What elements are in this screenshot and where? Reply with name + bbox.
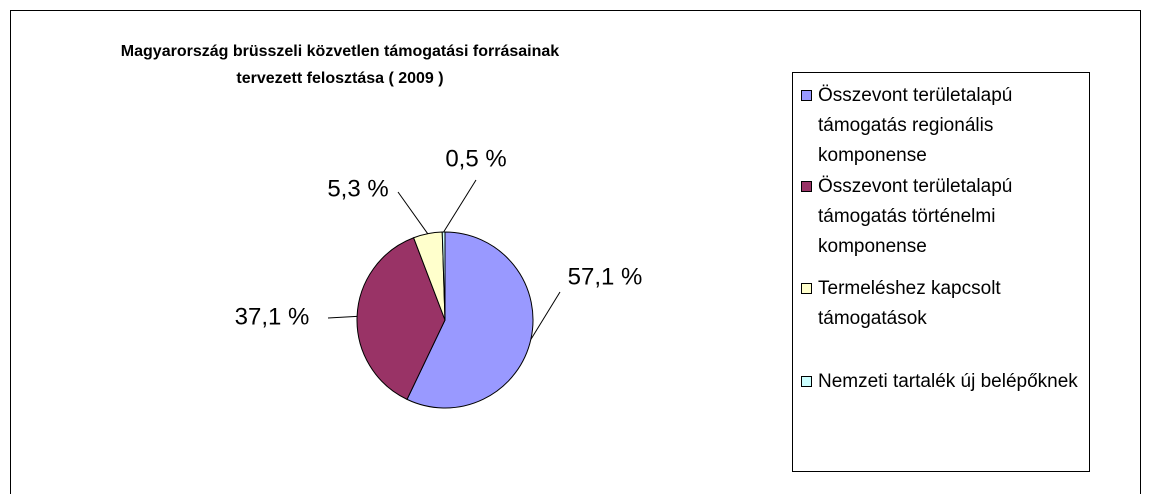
data-label: 0,5 % bbox=[445, 145, 506, 172]
legend-swatch bbox=[801, 181, 812, 192]
legend-label: Termeléshez kapcsolt támogatások bbox=[818, 278, 1001, 329]
pie-slice bbox=[406, 231, 534, 409]
data-label: 57,1 % bbox=[568, 263, 643, 290]
legend-label: Összevont területalapú támogatás történe… bbox=[818, 176, 1013, 257]
legend-swatch bbox=[801, 283, 812, 294]
legend-label: Nemzeti tartalék új belépőknek bbox=[818, 371, 1078, 392]
pie-slice bbox=[356, 237, 446, 401]
data-label: 37,1 % bbox=[235, 303, 310, 330]
leader-line bbox=[530, 291, 561, 340]
legend-item: Összevont területalapú támogatás regioná… bbox=[801, 81, 1091, 171]
legend-item: Termeléshez kapcsolt támogatások bbox=[801, 274, 1091, 334]
legend-item: Összevont területalapú támogatás történe… bbox=[801, 172, 1091, 262]
chart-frame bbox=[10, 10, 1141, 494]
legend-swatch bbox=[801, 90, 812, 101]
data-label: 5,3 % bbox=[327, 175, 388, 202]
legend: Összevont területalapú támogatás regioná… bbox=[792, 72, 1090, 472]
legend-swatch bbox=[801, 376, 812, 387]
leader-line bbox=[443, 179, 477, 233]
leader-line bbox=[397, 191, 429, 235]
legend-label: Összevont területalapú támogatás regioná… bbox=[818, 85, 1013, 166]
legend-item: Nemzeti tartalék új belépőknek bbox=[801, 367, 1091, 397]
leader-line bbox=[327, 315, 358, 319]
chart-title: Magyarország brüsszeli közvetlen támogat… bbox=[120, 43, 560, 87]
